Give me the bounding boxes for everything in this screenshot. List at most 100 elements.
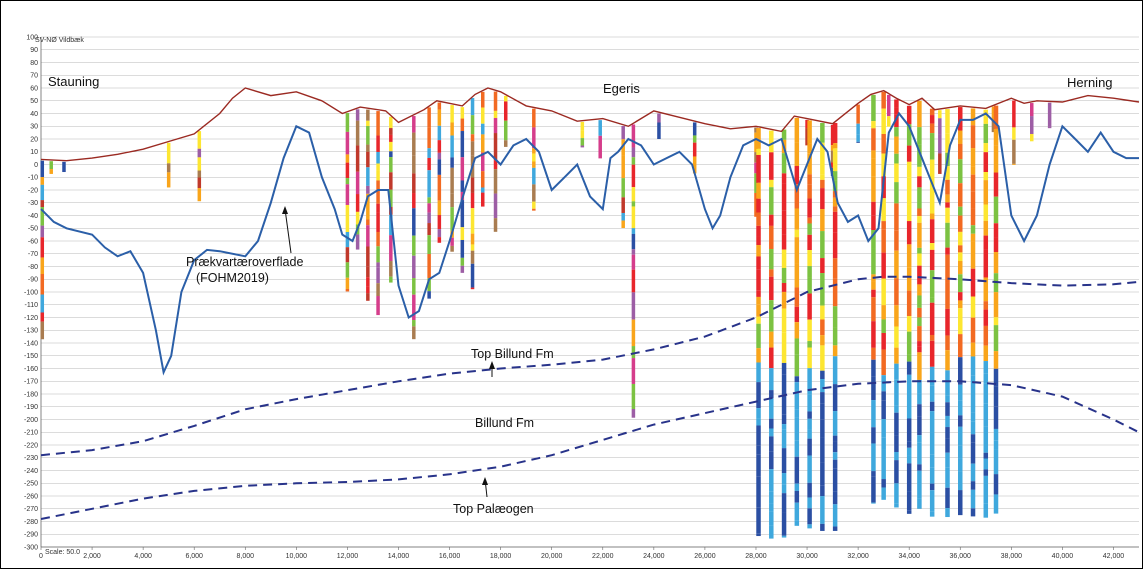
borehole	[460, 107, 465, 273]
borehole-layer	[881, 332, 886, 350]
borehole-layer	[807, 394, 812, 412]
borehole-layer	[958, 471, 963, 491]
borehole-layer	[871, 443, 876, 472]
borehole-layer	[906, 316, 912, 332]
borehole-layer	[366, 277, 370, 287]
borehole-layer	[958, 143, 963, 160]
borehole-layer	[945, 202, 950, 208]
borehole-layer	[197, 148, 202, 158]
borehole-layer	[945, 335, 950, 351]
borehole-layer	[40, 160, 45, 178]
borehole-layer	[493, 110, 498, 119]
borehole-layer	[993, 292, 999, 318]
borehole-layer	[906, 221, 912, 245]
profile-name: SV-NØ Vildbæk	[35, 37, 84, 44]
borehole-layer	[631, 147, 636, 158]
borehole-layer	[881, 221, 886, 230]
borehole-layer	[412, 155, 416, 174]
borehole	[366, 109, 370, 301]
y-tick-label: 50	[30, 98, 38, 105]
borehole-layer	[970, 508, 976, 517]
borehole-layer	[993, 237, 999, 253]
borehole-layer	[807, 143, 812, 154]
borehole-layer	[832, 232, 838, 259]
borehole-layer	[781, 512, 787, 536]
borehole-layer	[906, 244, 912, 268]
borehole-layer	[412, 132, 416, 156]
borehole-layer	[769, 331, 774, 348]
boreholes	[40, 91, 1052, 539]
borehole-layer	[166, 163, 171, 173]
borehole-layer	[993, 474, 999, 495]
borehole-layer	[970, 317, 976, 343]
borehole-layer	[631, 124, 636, 148]
borehole-layer	[756, 256, 761, 270]
borehole-layer	[871, 365, 876, 377]
borehole-layer	[938, 110, 942, 119]
borehole-layer	[493, 160, 498, 170]
borehole-layer	[754, 192, 758, 217]
borehole-layer	[881, 487, 886, 500]
borehole-layer	[871, 297, 876, 322]
borehole-layer	[832, 452, 838, 460]
borehole-layer	[929, 270, 935, 298]
borehole-layer	[929, 187, 935, 214]
borehole-layer	[958, 400, 963, 416]
borehole-layer	[756, 225, 761, 237]
borehole-layer	[807, 217, 812, 224]
borehole-layer	[929, 108, 935, 116]
borehole-layer	[376, 111, 380, 136]
borehole-layer	[345, 277, 350, 289]
borehole-layer	[929, 123, 935, 134]
borehole-layer	[832, 504, 838, 527]
y-tick-label: -30	[28, 200, 38, 207]
borehole-layer	[756, 348, 761, 363]
borehole-layer	[832, 491, 838, 505]
borehole-layer	[460, 257, 465, 266]
borehole-layer	[427, 148, 431, 158]
borehole-layer	[871, 94, 876, 122]
borehole-layer	[754, 127, 758, 133]
borehole	[197, 131, 202, 202]
borehole-layer	[756, 212, 761, 226]
borehole-layer	[958, 274, 963, 293]
borehole-layer	[412, 326, 416, 340]
borehole-layer	[894, 182, 899, 204]
borehole-layer	[970, 296, 976, 318]
borehole-layer	[40, 225, 45, 238]
borehole-layer	[781, 129, 787, 140]
arrow-top-palaeogen	[482, 477, 488, 498]
borehole-layer	[906, 491, 912, 511]
borehole-layer	[958, 183, 963, 207]
borehole-layer	[917, 404, 922, 417]
borehole-layer	[1030, 103, 1034, 117]
borehole-layer	[807, 368, 812, 395]
borehole-layer	[781, 355, 787, 363]
borehole-layer	[807, 250, 812, 267]
borehole-layer	[769, 418, 774, 429]
borehole-layer	[166, 142, 171, 164]
borehole-layer	[769, 225, 774, 250]
borehole-layer	[450, 167, 454, 194]
borehole	[993, 105, 999, 514]
borehole	[1047, 102, 1052, 129]
borehole-layer	[983, 452, 989, 459]
borehole-layer	[450, 105, 454, 123]
grid	[40, 36, 1139, 548]
borehole-layer	[532, 148, 536, 154]
borehole-layer	[917, 317, 922, 327]
borehole	[166, 142, 171, 188]
top-palaeogen-line	[40, 380, 1140, 520]
borehole-layer	[657, 122, 661, 139]
borehole-layer	[970, 393, 976, 413]
borehole-layer	[756, 148, 761, 155]
borehole-layer	[917, 295, 922, 308]
borehole-layer	[917, 464, 922, 471]
place-herning: Herning	[1067, 75, 1113, 90]
borehole	[929, 108, 935, 517]
borehole-layer	[470, 287, 475, 290]
x-tick-label: 32,000	[847, 553, 869, 560]
borehole-layer	[450, 207, 454, 231]
borehole-layer	[881, 449, 886, 474]
borehole-layer	[631, 187, 636, 202]
